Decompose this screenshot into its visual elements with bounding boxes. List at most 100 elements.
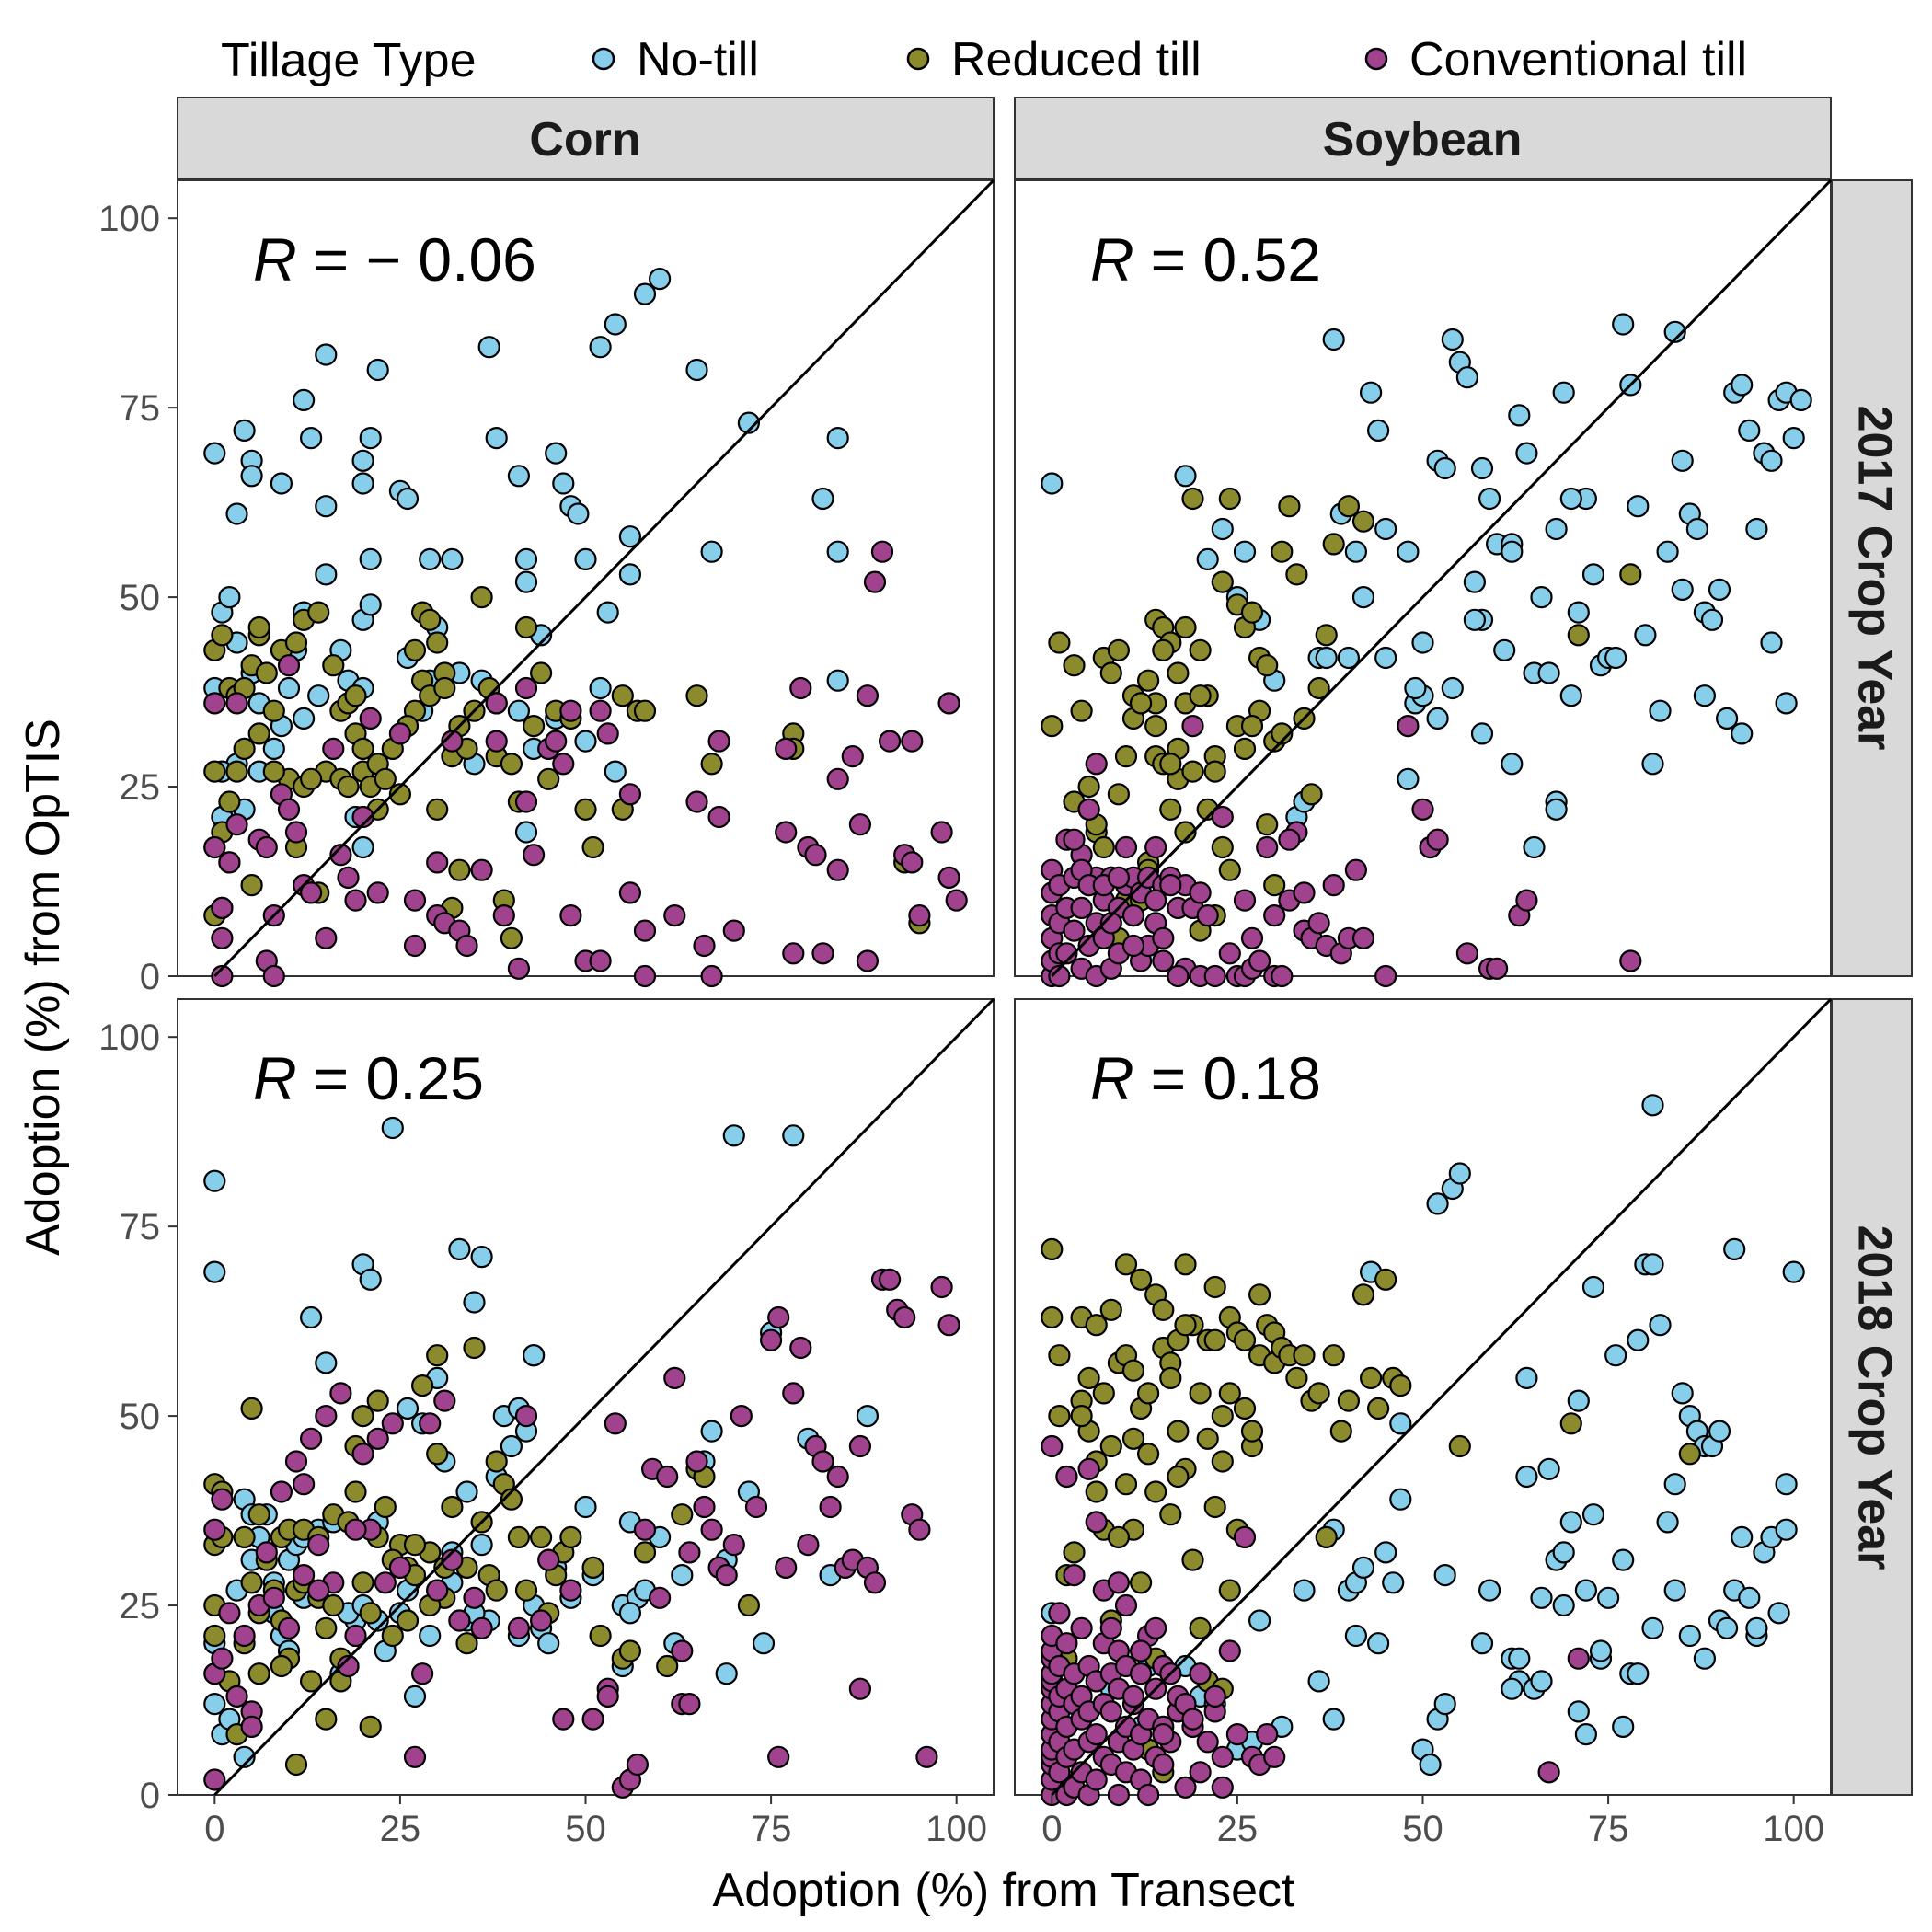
- point-no-till: [1501, 753, 1524, 776]
- point-conventional-till: [1152, 926, 1175, 949]
- point-conventional-till: [730, 1404, 753, 1428]
- point-no-till: [1649, 699, 1672, 722]
- point-no-till: [1478, 487, 1501, 511]
- point-conventional-till: [937, 1314, 960, 1337]
- point-no-till: [1708, 1420, 1731, 1443]
- point-conventional-till: [1099, 912, 1122, 935]
- point-reduced-till: [1129, 1571, 1153, 1594]
- point-no-till: [359, 593, 382, 616]
- point-reduced-till: [218, 790, 241, 813]
- point-conventional-till: [1129, 1662, 1153, 1685]
- point-conventional-till: [1307, 912, 1330, 935]
- point-no-till: [1322, 1708, 1345, 1731]
- point-no-till: [1441, 676, 1464, 700]
- point-conventional-till: [1426, 828, 1449, 851]
- point-no-till: [671, 1563, 694, 1587]
- point-conventional-till: [1225, 1722, 1249, 1746]
- point-conventional-till: [262, 1586, 285, 1609]
- point-conventional-till: [262, 964, 285, 988]
- point-conventional-till: [470, 858, 493, 881]
- point-conventional-till: [344, 1518, 367, 1541]
- point-conventional-till: [411, 1662, 434, 1685]
- y-tick-label: 0: [140, 957, 160, 997]
- point-no-till: [856, 1404, 880, 1428]
- point-reduced-till: [1159, 798, 1182, 821]
- point-conventional-till: [218, 851, 241, 874]
- point-conventional-till: [1152, 949, 1175, 972]
- point-no-till: [1351, 585, 1375, 609]
- correlation-symbol: R: [253, 225, 297, 293]
- strip-box-2018: [1831, 998, 1913, 1796]
- point-no-till: [218, 585, 241, 609]
- point-conventional-till: [1189, 1662, 1212, 1685]
- point-conventional-till: [848, 813, 872, 836]
- correlation-value: = − 0.06: [314, 225, 536, 293]
- point-no-till: [1374, 1541, 1397, 1564]
- point-no-till: [293, 707, 316, 730]
- point-no-till: [1663, 1579, 1686, 1602]
- point-no-till: [1433, 1692, 1456, 1716]
- point-no-till: [359, 547, 382, 571]
- point-no-till: [1745, 517, 1768, 541]
- one-to-one-line: [1051, 178, 1833, 978]
- point-no-till: [300, 1305, 323, 1329]
- point-no-till: [604, 313, 627, 336]
- point-no-till: [1567, 601, 1590, 624]
- panel-points: [1041, 997, 1833, 1807]
- point-conventional-till: [901, 851, 924, 874]
- point-no-till: [1693, 1647, 1717, 1670]
- point-conventional-till: [455, 934, 478, 958]
- point-conventional-till: [1174, 1776, 1197, 1799]
- point-conventional-till: [1263, 1745, 1286, 1768]
- point-no-till: [441, 547, 464, 571]
- point-conventional-till: [233, 1624, 256, 1648]
- point-conventional-till: [1189, 881, 1212, 904]
- point-reduced-till: [351, 1571, 374, 1594]
- point-conventional-till: [767, 1745, 790, 1768]
- point-reduced-till: [611, 684, 634, 707]
- point-no-till: [1782, 1260, 1805, 1283]
- point-reduced-till: [374, 1495, 397, 1519]
- point-reduced-till: [1366, 1397, 1390, 1420]
- point-no-till: [1397, 540, 1420, 563]
- one-to-one-line: [213, 178, 995, 978]
- point-no-till: [277, 676, 301, 700]
- correlation-label: R = 0.52: [1090, 225, 1321, 293]
- point-reduced-till: [1559, 1412, 1582, 1435]
- point-reduced-till: [581, 1556, 604, 1580]
- point-conventional-till: [203, 1768, 226, 1791]
- point-conventional-till: [1211, 805, 1234, 829]
- point-no-till: [1374, 517, 1397, 541]
- point-conventional-till: [596, 722, 619, 745]
- point-no-till: [1731, 722, 1754, 745]
- point-conventional-till: [663, 1366, 686, 1390]
- point-reduced-till: [381, 1624, 404, 1648]
- point-conventional-till: [693, 934, 716, 958]
- point-no-till: [1537, 661, 1560, 684]
- point-reduced-till: [529, 1525, 553, 1549]
- point-conventional-till: [1278, 828, 1301, 851]
- point-conventional-till: [1055, 942, 1078, 965]
- panel-soybean-2017: R = 0.52: [1014, 178, 1833, 988]
- point-no-till: [1501, 540, 1524, 563]
- point-reduced-till: [1048, 1404, 1071, 1428]
- legend-label-conventional-till: Conventional till: [1409, 33, 1747, 86]
- point-no-till: [537, 1632, 560, 1655]
- point-no-till: [604, 760, 627, 783]
- point-reduced-till: [1218, 1382, 1241, 1405]
- point-conventional-till: [1233, 889, 1257, 912]
- point-no-till: [225, 502, 248, 525]
- point-no-till: [419, 1624, 442, 1648]
- point-reduced-till: [1218, 1579, 1241, 1602]
- point-reduced-till: [1337, 1389, 1361, 1412]
- point-no-till: [1671, 1382, 1694, 1405]
- point-conventional-till: [775, 821, 798, 844]
- point-conventional-till: [863, 570, 887, 593]
- point-conventional-till: [307, 1533, 330, 1557]
- point-reduced-till: [1211, 835, 1234, 859]
- point-no-till: [1574, 1722, 1598, 1746]
- point-conventional-till: [826, 858, 849, 881]
- point-no-till: [1552, 1541, 1575, 1564]
- point-reduced-till: [315, 1616, 338, 1639]
- point-conventional-till: [203, 835, 226, 859]
